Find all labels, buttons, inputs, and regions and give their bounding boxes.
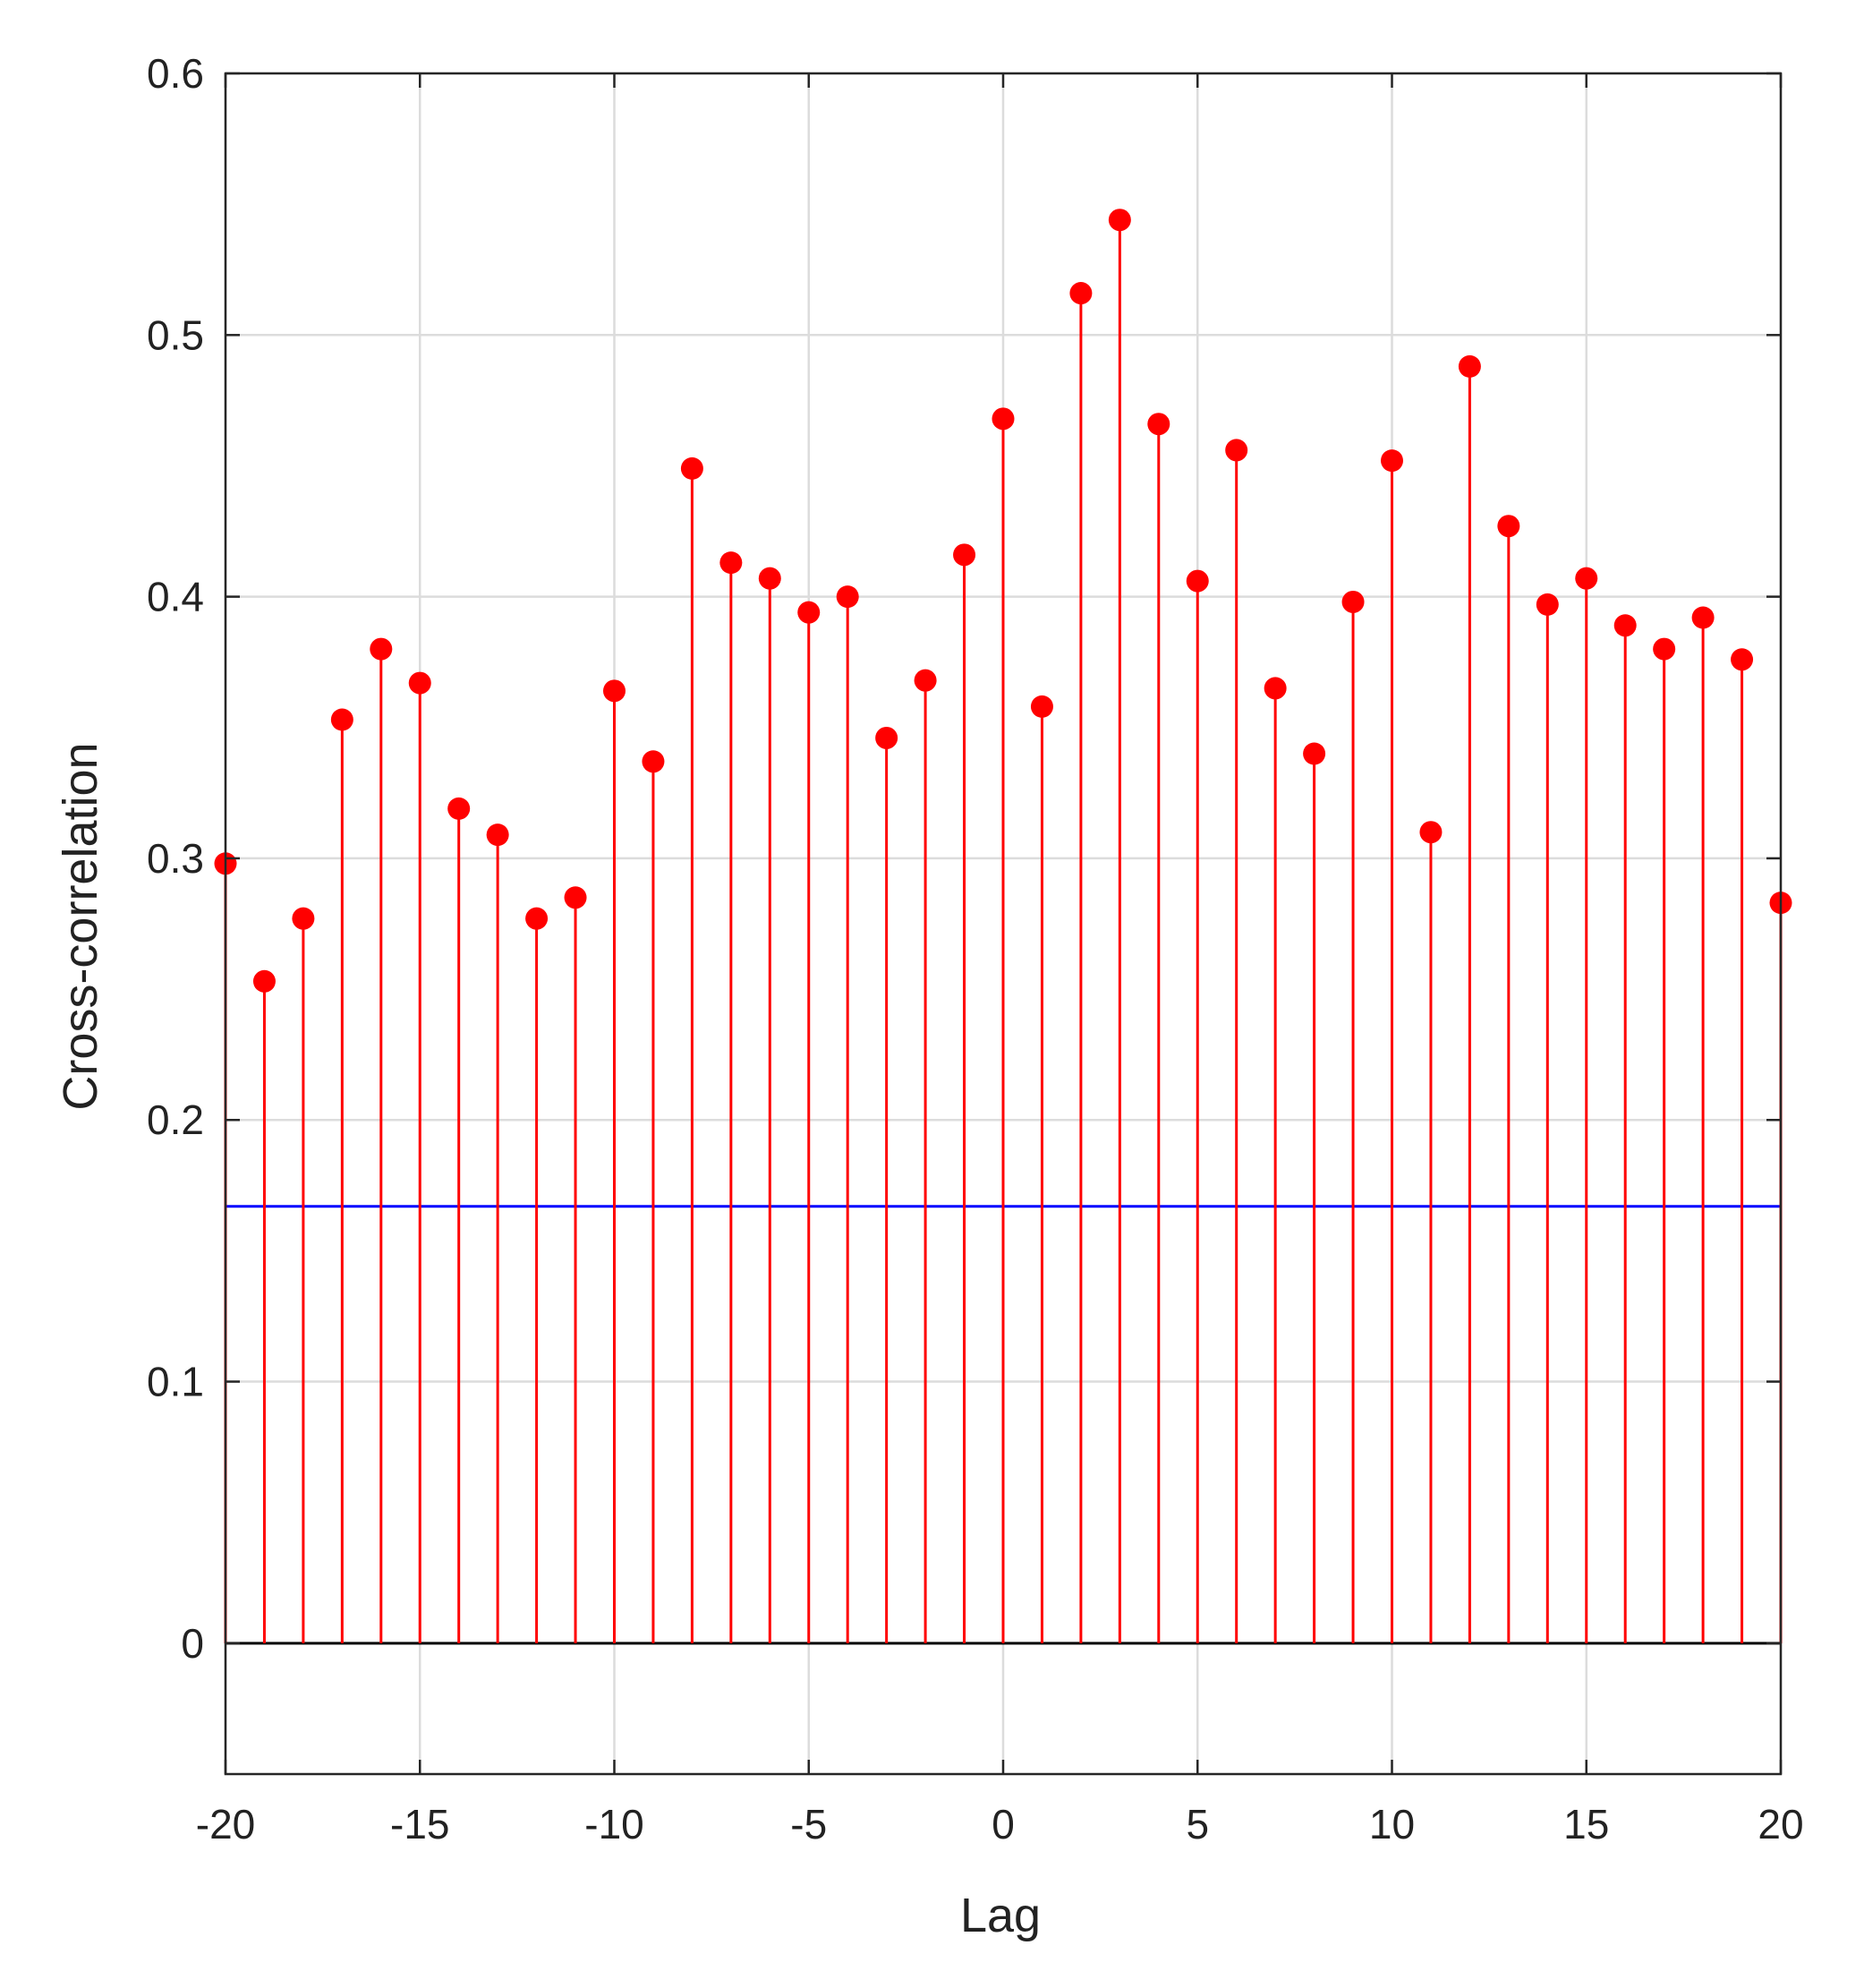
x-tick-label: 10 xyxy=(1369,1801,1415,1847)
stem-marker-31 xyxy=(1419,821,1443,844)
stem-marker-26 xyxy=(1225,439,1248,462)
stem-marker-25 xyxy=(1186,569,1209,593)
y-tick-label: 0.4 xyxy=(147,574,204,620)
stem-marker-19 xyxy=(953,543,976,567)
stem-marker-4 xyxy=(370,637,393,661)
stem-marker-12 xyxy=(680,456,703,480)
axis-ticks xyxy=(224,72,1783,1774)
stem-marker-9 xyxy=(564,886,587,909)
stem-marker-23 xyxy=(1108,209,1131,232)
y-tick-label: 0 xyxy=(181,1620,204,1667)
x-tick-label: 15 xyxy=(1563,1801,1609,1847)
stem-marker-11 xyxy=(642,750,665,773)
x-tick-label: -10 xyxy=(584,1801,643,1847)
y-tick-label: 0.2 xyxy=(147,1096,204,1143)
y-tick-label: 0.6 xyxy=(147,50,204,97)
x-tick-label: 5 xyxy=(1186,1801,1209,1847)
stem-marker-39 xyxy=(1731,648,1754,671)
stem-marker-17 xyxy=(875,726,898,749)
stem-marker-15 xyxy=(797,601,821,624)
stem-marker-13 xyxy=(719,551,743,575)
stem-marker-34 xyxy=(1536,593,1559,616)
stem-marker-20 xyxy=(992,407,1015,431)
x-tick-label: 20 xyxy=(1758,1801,1803,1847)
stem-marker-16 xyxy=(836,585,859,609)
x-axis-label: Lag xyxy=(960,1889,1041,1942)
stem-marker-21 xyxy=(1030,695,1053,718)
x-tick-labels: -20 -15 -10 -5 0 5 10 15 20 xyxy=(196,1801,1804,1847)
x-tick-label: 0 xyxy=(992,1801,1015,1847)
y-tick-label: 0.1 xyxy=(147,1359,204,1405)
stem-marker-32 xyxy=(1458,354,1481,378)
stem-marker-18 xyxy=(914,669,937,692)
stem-marker-35 xyxy=(1575,567,1598,590)
stem-marker-5 xyxy=(408,671,431,695)
x-tick-label: -5 xyxy=(790,1801,827,1847)
stem-marker-1 xyxy=(252,969,276,993)
stem-marker-2 xyxy=(292,907,315,930)
stem-marker-36 xyxy=(1613,614,1637,637)
y-tick-label: 0.5 xyxy=(147,311,204,358)
stem-marker-28 xyxy=(1303,742,1326,765)
stem-marker-8 xyxy=(525,907,549,930)
y-tick-label: 0.3 xyxy=(147,835,204,882)
stem-marker-27 xyxy=(1264,677,1287,700)
stem-marker-37 xyxy=(1653,637,1676,661)
stem-marker-6 xyxy=(447,797,471,820)
x-tick-label: -15 xyxy=(390,1801,449,1847)
stem-marker-33 xyxy=(1497,515,1520,538)
x-tick-label: -20 xyxy=(196,1801,255,1847)
y-axis-label: Cross-correlation xyxy=(54,742,107,1110)
stem-marker-38 xyxy=(1691,606,1715,629)
stem-marker-3 xyxy=(330,708,353,731)
stem-marker-30 xyxy=(1381,449,1403,473)
stem-marker-24 xyxy=(1147,413,1170,436)
stem-marker-14 xyxy=(758,567,781,590)
stem-marker-22 xyxy=(1069,282,1093,305)
stem-marker-7 xyxy=(486,823,509,847)
y-tick-labels: 0 0.1 0.2 0.3 0.4 0.5 0.6 xyxy=(147,50,204,1667)
stem-marker-10 xyxy=(603,679,626,703)
stem-marker-29 xyxy=(1341,590,1365,613)
